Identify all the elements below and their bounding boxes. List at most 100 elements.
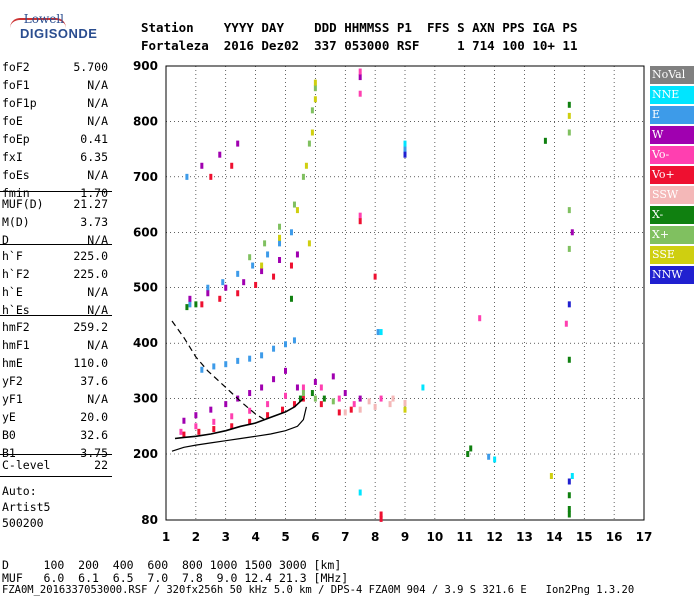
header-labels: Station YYYY DAY DDD HHMMSS P1 FFS S AXN… [141, 20, 578, 35]
param-name: foE [2, 114, 23, 128]
data-point-vominus [564, 320, 568, 327]
data-point-voplus [319, 401, 323, 408]
data-point-nne [570, 473, 574, 479]
data-point-voplus [373, 273, 377, 280]
data-point-vominus [212, 418, 216, 425]
data-point-voplus [337, 409, 341, 416]
data-point-w [284, 367, 287, 374]
param-name: foF1 [2, 78, 30, 92]
data-point-e [188, 301, 192, 308]
data-point-e [292, 337, 296, 344]
data-point-xplus [567, 245, 571, 252]
data-point-w [224, 284, 228, 291]
data-point-e [251, 262, 255, 269]
data-point-voplus [230, 423, 234, 430]
data-point-xminus [194, 301, 198, 308]
data-point-voplus [218, 295, 222, 302]
data-point-ssw [388, 401, 392, 408]
param-row-foep: foEp 0.41 [2, 132, 108, 150]
param-row-b1: B1 3.75 [2, 446, 108, 464]
data-point-e [236, 357, 240, 364]
data-point-voplus [379, 511, 383, 518]
data-point-sse [304, 162, 308, 169]
data-point-e [212, 363, 216, 370]
param-name: MUF(D) [2, 197, 44, 211]
trace-line [174, 398, 304, 440]
param-value: 1.70 [80, 186, 108, 200]
param-row-foe: foE N/A [2, 114, 108, 132]
param-value: 110.0 [73, 356, 108, 370]
data-point-e [278, 240, 282, 247]
data-point-w [358, 395, 362, 402]
param-value: 225.0 [73, 267, 108, 281]
data-point-xplus [263, 240, 267, 247]
data-point-xminus [310, 390, 314, 397]
data-point-nnw [567, 478, 571, 485]
data-point-xplus [292, 201, 296, 208]
data-point-voplus [272, 273, 276, 280]
param-value: N/A [87, 285, 108, 299]
data-point-xplus [278, 223, 282, 230]
x-tick-label: 5 [281, 530, 289, 544]
data-point-xminus [567, 511, 571, 518]
x-tick-label: 3 [222, 530, 230, 544]
data-point-w [295, 251, 299, 258]
data-point-sse [313, 79, 317, 86]
data-point-xplus [310, 107, 314, 114]
param-value: 259.2 [73, 320, 108, 334]
data-point-xminus [567, 492, 571, 499]
data-point-xminus [567, 356, 571, 363]
data-point-ssw [403, 400, 407, 407]
data-point-vominus [230, 413, 234, 420]
param-value: 32.6 [80, 428, 108, 442]
legend-item-vominus: Vo- [650, 146, 694, 164]
data-point-e [376, 329, 380, 336]
data-point-sse [549, 473, 553, 479]
legend-item-xminus: X- [650, 206, 694, 224]
param-name: h`F2 [2, 267, 30, 281]
param-value: N/A [87, 392, 108, 406]
data-point-e [272, 345, 276, 352]
data-point-sse [567, 112, 571, 119]
data-point-w [206, 290, 210, 297]
data-point-sse [307, 240, 311, 247]
data-point-voplus [358, 218, 362, 225]
data-point-e [248, 355, 252, 362]
data-point-voplus [248, 418, 252, 425]
param-separator [0, 244, 112, 245]
x-tick-label: 10 [427, 530, 444, 544]
data-point-ssw [391, 395, 395, 402]
data-point-w [236, 140, 240, 147]
data-point-nne [403, 140, 407, 147]
param-row-fof2: foF2 5.700 [2, 60, 108, 78]
data-point-w [260, 384, 264, 391]
legend-item-nnw: NNW [650, 266, 694, 284]
param-name: foEp [2, 132, 30, 146]
y-tick-label: 600 [133, 225, 158, 239]
auto-method: Artist5 [2, 500, 51, 514]
data-point-e [185, 173, 189, 180]
param-value: 225.0 [73, 249, 108, 263]
data-point-w [295, 384, 299, 391]
param-row-hme: hmE 110.0 [2, 356, 108, 374]
data-point-xplus [313, 395, 317, 402]
data-point-vominus [358, 212, 362, 219]
param-row-foes: foEs N/A [2, 168, 108, 186]
param-row-hf2: h`F2 225.0 [2, 267, 108, 285]
param-value: N/A [87, 303, 108, 317]
data-point-w [194, 412, 198, 419]
data-point-w [331, 373, 335, 380]
param-name: foF1p [2, 96, 37, 110]
data-point-voplus [197, 428, 201, 435]
lowell-digisonde-logo: Lowell DIGISONDE [6, 10, 126, 50]
param-value: 22 [94, 458, 108, 472]
data-point-vominus [319, 384, 323, 391]
legend-item-ssw: SSW [650, 186, 694, 204]
param-name: yF2 [2, 374, 23, 388]
x-tick-label: 13 [516, 530, 533, 544]
data-point-xplus [567, 129, 571, 136]
param-row-md: M(D) 3.73 [2, 215, 108, 233]
y-tick-label: 800 [133, 114, 158, 128]
data-point-e [236, 270, 240, 277]
data-point-voplus [182, 431, 186, 438]
